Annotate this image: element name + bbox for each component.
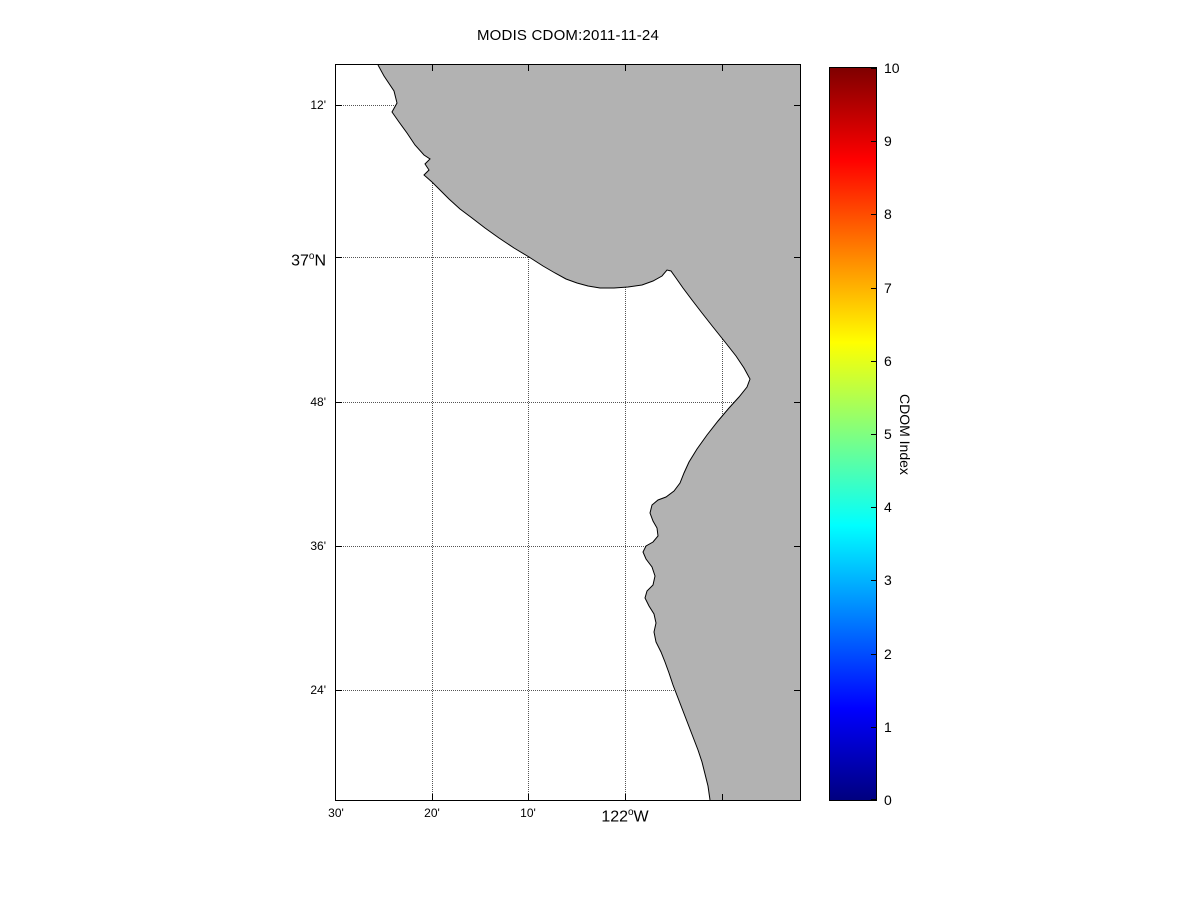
x-tick-label: 20' [424, 806, 440, 820]
x-axis-tick [625, 65, 626, 71]
y-tick-label: 48' [310, 395, 326, 409]
y-tick-label: 36' [310, 539, 326, 553]
x-major-value: 122 [601, 808, 629, 826]
plot-title: MODIS CDOM:2011-11-24 [476, 27, 660, 44]
y-axis-tick [794, 105, 800, 106]
colorbar-tick [871, 507, 876, 509]
degree-symbol: o [628, 807, 634, 818]
y-tick-label: 12' [310, 98, 326, 112]
x-axis-tick [432, 794, 433, 800]
colorbar-tick-label: 2 [884, 645, 892, 662]
colorbar-tick [871, 68, 876, 69]
y-axis-tick [336, 690, 342, 691]
map-plot-area [335, 64, 801, 801]
x-tick-label: 30' [328, 806, 344, 820]
y-tick-label: 24' [310, 683, 326, 697]
grid-line-vertical [625, 65, 626, 800]
y-axis-tick [794, 690, 800, 691]
coastline [377, 65, 751, 800]
x-axis-tick [625, 794, 626, 800]
y-axis-tick [336, 546, 342, 547]
land-polygon [378, 65, 800, 800]
colorbar-tick [871, 360, 876, 362]
x-tick-label-major: 122oW [580, 804, 670, 826]
grid-line-horizontal [336, 402, 800, 403]
colorbar-tick-label: 6 [884, 352, 892, 369]
y-axis-tick [336, 105, 342, 106]
y-axis-tick [794, 402, 800, 403]
grid-line-vertical [432, 65, 433, 800]
colorbar-tick [871, 653, 876, 655]
colorbar-tick [871, 434, 876, 435]
y-axis-tick [794, 257, 800, 258]
colorbar-tick-label: 5 [884, 426, 892, 442]
x-major-hemisphere: W [633, 808, 649, 826]
colorbar [829, 67, 877, 801]
x-axis-tick [528, 794, 529, 800]
colorbar-tick-label: 4 [884, 499, 892, 516]
colorbar-tick-label: 10 [884, 60, 900, 76]
grid-line-horizontal [336, 690, 800, 691]
x-axis-tick [722, 65, 723, 71]
y-axis-tick [336, 257, 342, 258]
coastline-map [377, 65, 800, 800]
y-major-hemisphere: N [314, 252, 326, 270]
colorbar-tick [871, 287, 876, 289]
x-axis-tick [528, 65, 529, 71]
degree-symbol: o [308, 251, 315, 262]
y-axis-tick [336, 402, 342, 403]
colorbar-tick [871, 214, 876, 216]
colorbar-tick-label: 0 [884, 792, 892, 808]
colorbar-title: CDOM Index [897, 393, 913, 475]
x-axis-tick [722, 794, 723, 800]
y-axis-tick [794, 546, 800, 547]
colorbar-tick-label: 7 [884, 279, 892, 296]
colorbar-tick-label: 8 [884, 206, 892, 223]
y-major-value: 37 [291, 252, 309, 270]
grid-line-vertical [528, 65, 529, 800]
y-tick-label-major: 37oN [230, 248, 326, 270]
colorbar-tick-label: 3 [884, 572, 892, 589]
x-tick-label: 10' [520, 806, 536, 820]
colorbar-tick [871, 580, 876, 582]
x-axis-tick [432, 65, 433, 71]
colorbar-tick [871, 726, 876, 728]
colorbar-tick-label: 1 [884, 718, 892, 735]
colorbar-tick [871, 141, 876, 143]
colorbar-tick-label: 9 [884, 133, 892, 150]
colorbar-tick [871, 799, 876, 800]
grid-line-horizontal [336, 546, 800, 547]
